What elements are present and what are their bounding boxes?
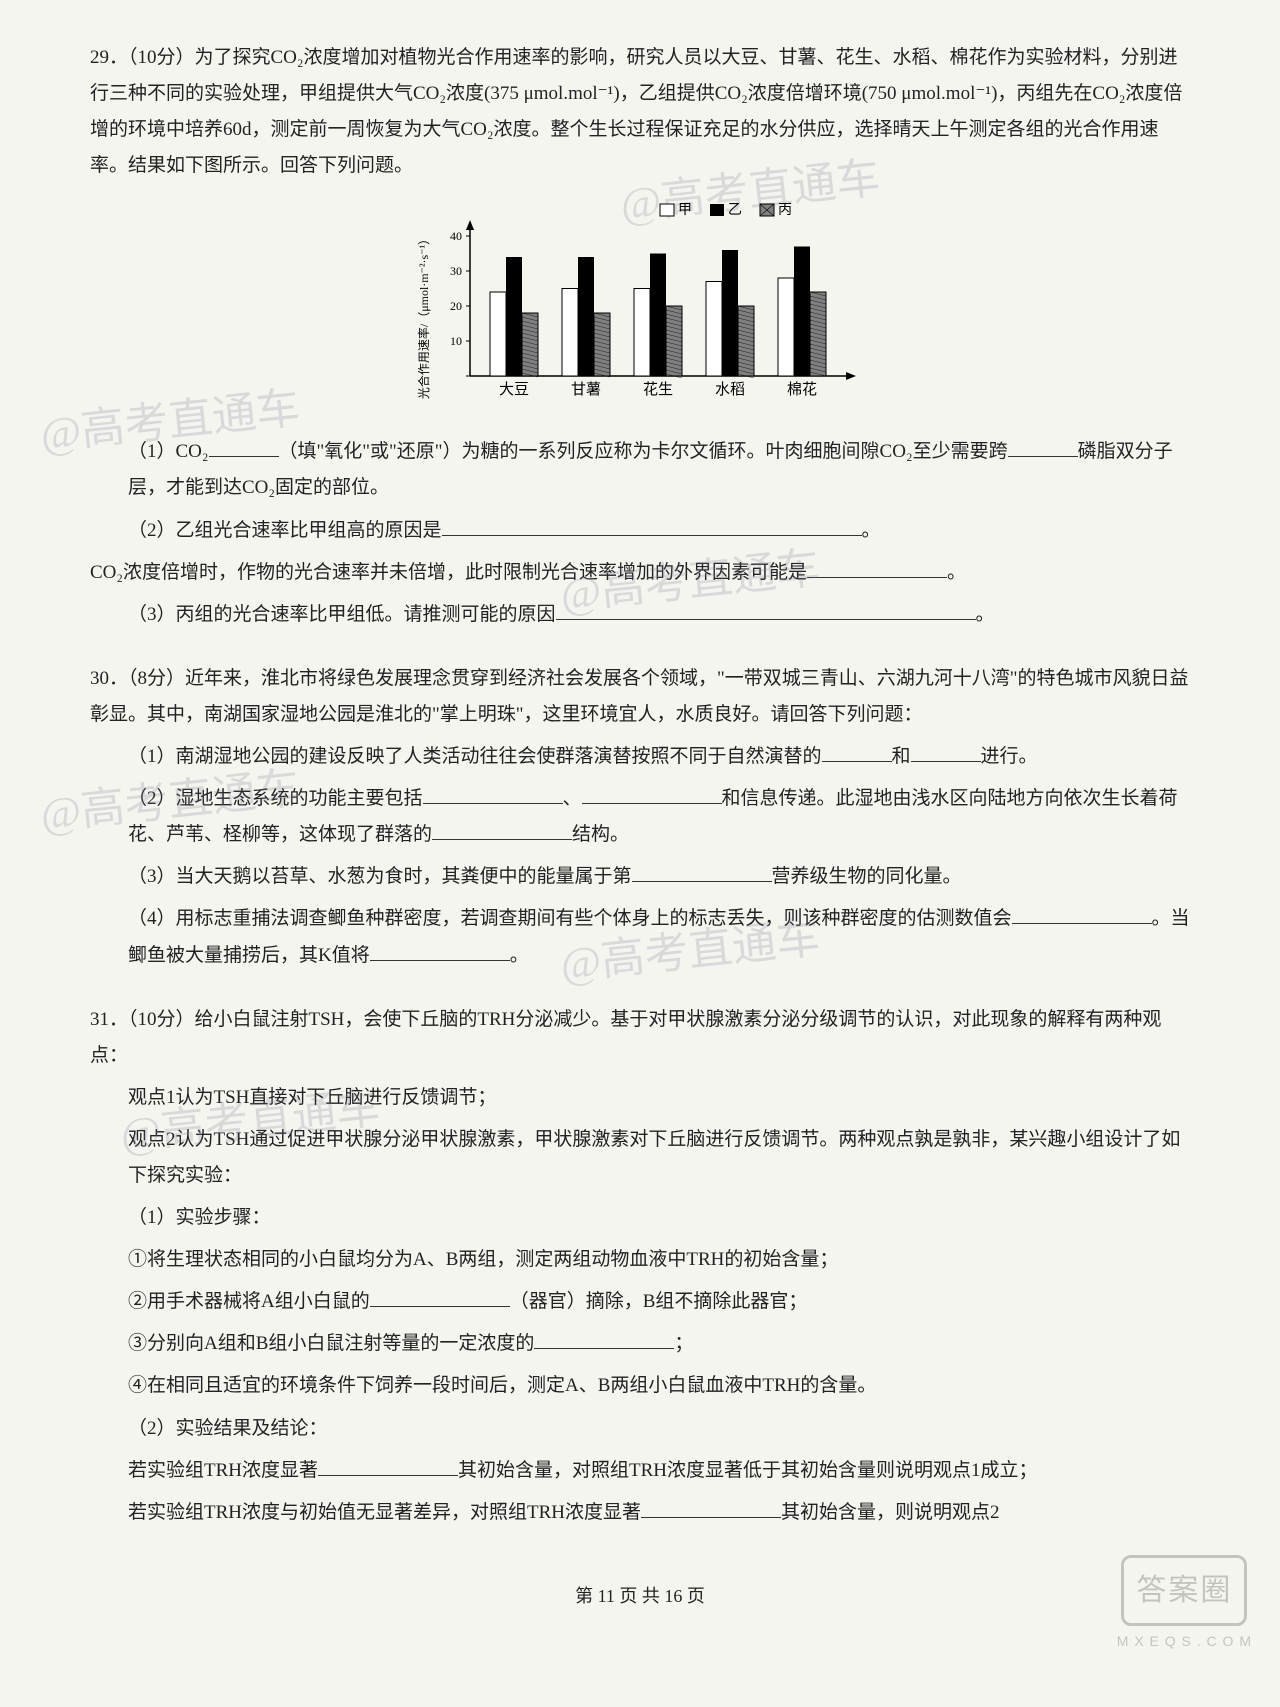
question-31: 31．（10分）给小白鼠注射TSH，会使下丘脑的TRH分泌减少。基于对甲状腺激素… xyxy=(90,1002,1190,1531)
source-stamp: 答案圈 M X E Q S . C O M xyxy=(1117,1555,1252,1655)
q31-result1: 若实验组TRH浓度显著 其初始含量，对照组TRH浓度显著低于其初始含量则说明观点1… xyxy=(90,1453,1190,1489)
q29-sub1: （1）CO₂ （填"氧化"或"还原"）为糖的一系列反应称为卡尔文循环。叶肉细胞间隙… xyxy=(90,434,1190,506)
blank[interactable] xyxy=(1008,438,1078,457)
blank[interactable] xyxy=(534,1330,674,1349)
q30-sub2: （2）湿地生态系统的功能主要包括、和信息传递。此湿地由浅水区向陆地方向依次生长着… xyxy=(90,781,1190,853)
svg-text:大豆: 大豆 xyxy=(499,381,529,398)
text: （1）南湖湿地公园的建设反映了人类活动往往会使群落演替按照不同于自然演替的 xyxy=(128,746,822,767)
blank[interactable] xyxy=(209,438,279,457)
text: （器官）摘除，B组不摘除此器官； xyxy=(510,1291,808,1312)
q31-view2: 观点2认为TSH通过促进甲状腺分泌甲状腺激素，甲状腺激素对下丘脑进行反馈调节。两… xyxy=(90,1122,1190,1194)
text: 营养级生物的同化量。 xyxy=(772,866,962,887)
text: CO₂浓度倍增时，作物的光合速率并未倍增，此时限制光合速率增加的外界因素可能是 xyxy=(90,562,807,583)
blank[interactable] xyxy=(370,942,510,961)
q31-step3: ③分别向A组和B组小白鼠注射等量的一定浓度的 ； xyxy=(90,1326,1190,1362)
text: 。 xyxy=(510,945,529,966)
chart-xlabels: 大豆 甘薯 花生 水稻 棉花 xyxy=(499,381,817,398)
svg-text:甘薯: 甘薯 xyxy=(571,381,601,398)
q31-steps-title: （1）实验步骤： xyxy=(90,1200,1190,1236)
q31-view1: 观点1认为TSH直接对下丘脑进行反馈调节； xyxy=(90,1080,1190,1116)
page-footer: 第 11 页 共 16 页 xyxy=(90,1579,1190,1613)
q29-sub2: （2）乙组光合速率比甲组高的原因是 。 xyxy=(90,513,1190,549)
text: ； xyxy=(674,1333,693,1354)
blank[interactable] xyxy=(641,1499,781,1518)
blank[interactable] xyxy=(318,1457,458,1476)
chart-ylabel: 光合作用速率/（μmol·m⁻²·s⁻¹） xyxy=(416,233,431,399)
q31-step4: ④在相同且适宜的环境条件下饲养一段时间后，测定A、B两组小白鼠血液中TRH的含量… xyxy=(90,1368,1190,1404)
q30-sub3: （3）当大天鹅以苔草、水葱为食时，其粪便中的能量属于第 营养级生物的同化量。 xyxy=(90,859,1190,895)
stamp-url: M X E Q S . C O M xyxy=(1117,1628,1252,1655)
blank[interactable] xyxy=(1012,905,1152,924)
photosynthesis-bar-chart: 光合作用速率/（μmol·m⁻²·s⁻¹） 甲 乙 丙 xyxy=(410,196,870,416)
blank[interactable] xyxy=(370,1288,510,1307)
legend-jia: 甲 xyxy=(678,203,692,218)
text: 。 xyxy=(947,562,966,583)
text: 、 xyxy=(563,788,582,809)
text: ③分别向A组和B组小白鼠注射等量的一定浓度的 xyxy=(128,1333,534,1354)
svg-text:20: 20 xyxy=(450,299,462,313)
svg-text:40: 40 xyxy=(450,229,462,243)
q31-result-title: （2）实验结果及结论： xyxy=(90,1411,1190,1447)
blank[interactable] xyxy=(822,743,892,762)
blank[interactable] xyxy=(442,517,862,536)
q31-step2: ②用手术器械将A组小白鼠的 （器官）摘除，B组不摘除此器官； xyxy=(90,1284,1190,1320)
svg-text:花生: 花生 xyxy=(643,381,673,398)
legend-bing: 丙 xyxy=(778,203,792,218)
blank[interactable] xyxy=(556,601,976,620)
text: 若实验组TRH浓度显著 xyxy=(128,1460,318,1481)
q29-chart-container: 光合作用速率/（μmol·m⁻²·s⁻¹） 甲 乙 丙 xyxy=(90,196,1190,416)
blank[interactable] xyxy=(582,785,722,804)
question-30: 30．（8分）近年来，淮北市将绿色发展理念贯穿到经济社会发展各个领域，"一带双城… xyxy=(90,661,1190,974)
q31-intro: 31．（10分）给小白鼠注射TSH，会使下丘脑的TRH分泌减少。基于对甲状腺激素… xyxy=(90,1002,1190,1074)
q31-step1: ①将生理状态相同的小白鼠均分为A、B两组，测定两组动物血液中TRH的初始含量； xyxy=(90,1242,1190,1278)
svg-text:10: 10 xyxy=(450,334,462,348)
q31-result2: 若实验组TRH浓度与初始值无显著差异，对照组TRH浓度显著 其初始含量，则说明观点… xyxy=(90,1495,1190,1531)
text: 结构。 xyxy=(572,824,629,845)
q30-intro: 30．（8分）近年来，淮北市将绿色发展理念贯穿到经济社会发展各个领域，"一带双城… xyxy=(90,661,1190,733)
q29-intro: 29．（10分）为了探究CO₂浓度增加对植物光合作用速率的影响，研究人员以大豆、… xyxy=(90,40,1190,184)
text: ②用手术器械将A组小白鼠的 xyxy=(128,1291,370,1312)
chart-legend: 甲 乙 丙 xyxy=(660,202,792,218)
svg-text:水稻: 水稻 xyxy=(715,381,745,398)
blank[interactable] xyxy=(432,821,572,840)
question-29: 29．（10分）为了探究CO₂浓度增加对植物光合作用速率的影响，研究人员以大豆、… xyxy=(90,40,1190,633)
text: 其初始含量，则说明观点2 xyxy=(781,1502,1000,1523)
q29-sub2b: CO₂浓度倍增时，作物的光合速率并未倍增，此时限制光合速率增加的外界因素可能是 。 xyxy=(90,555,1190,591)
text: （2）乙组光合速率比甲组高的原因是 xyxy=(128,520,442,541)
text: （3）丙组的光合速率比甲组低。请推测可能的原因 xyxy=(128,604,556,625)
q30-sub4: （4）用标志重捕法调查鲫鱼种群密度，若调查期间有些个体身上的标志丢失，则该种群密… xyxy=(90,901,1190,973)
q29-sub3: （3）丙组的光合速率比甲组低。请推测可能的原因 。 xyxy=(90,597,1190,633)
blank[interactable] xyxy=(807,559,947,578)
text: 。 xyxy=(976,604,995,625)
blank[interactable] xyxy=(911,743,981,762)
text: （3）当大天鹅以苔草、水葱为食时，其粪便中的能量属于第 xyxy=(128,866,632,887)
svg-text:30: 30 xyxy=(450,264,462,278)
text: 其初始含量，对照组TRH浓度显著低于其初始含量则说明观点1成立； xyxy=(458,1460,1038,1481)
q30-sub1: （1）南湖湿地公园的建设反映了人类活动往往会使群落演替按照不同于自然演替的 和 进行… xyxy=(90,739,1190,775)
text: （1）CO₂ xyxy=(128,441,209,462)
legend-yi: 乙 xyxy=(728,202,742,218)
svg-text:棉花: 棉花 xyxy=(787,381,817,398)
text: 进行。 xyxy=(981,746,1038,767)
text: （2）湿地生态系统的功能主要包括 xyxy=(128,788,423,809)
blank[interactable] xyxy=(632,863,772,882)
text: 和 xyxy=(892,746,911,767)
stamp-text: 答案圈 xyxy=(1121,1555,1247,1626)
text: 若实验组TRH浓度与初始值无显著差异，对照组TRH浓度显著 xyxy=(128,1502,641,1523)
text: 。 xyxy=(862,520,881,541)
blank[interactable] xyxy=(423,785,563,804)
chart-yticks: 10 20 30 40 xyxy=(450,229,470,376)
text: （填"氧化"或"还原"）为糖的一系列反应称为卡尔文循环。叶肉细胞间隙CO₂至少需… xyxy=(279,441,1008,462)
text: （4）用标志重捕法调查鲫鱼种群密度，若调查期间有些个体身上的标志丢失，则该种群密… xyxy=(128,908,1012,929)
